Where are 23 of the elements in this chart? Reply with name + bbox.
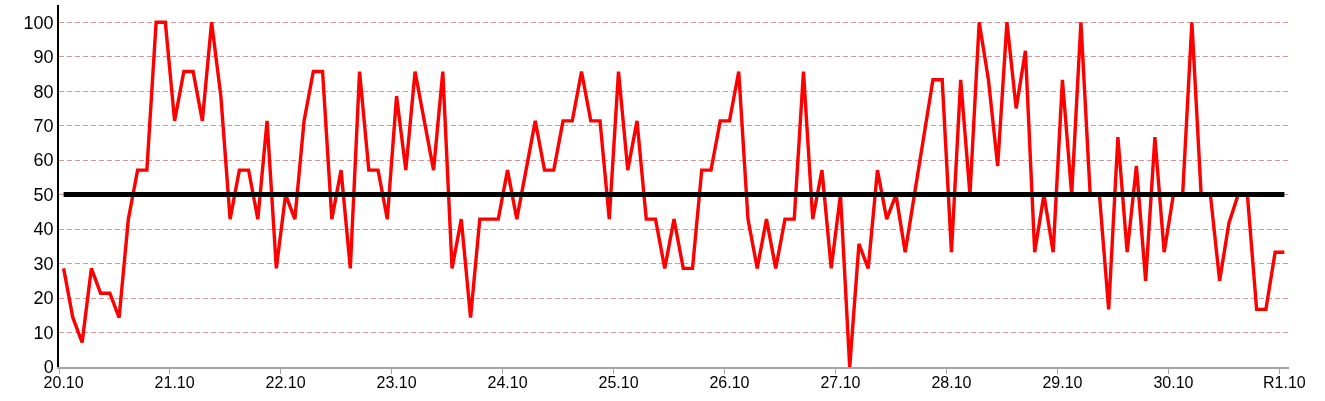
y-tick-label: 20 [33,288,54,309]
y-tick-label: 30 [33,253,54,274]
x-tick-label: 30.10 [1153,373,1194,391]
y-tick-label: 50 [33,184,54,205]
line-series [61,20,1287,367]
x-tick-label: 25.10 [598,373,639,391]
y-tick-label: 100 [23,12,54,33]
x-tick-label: 27.10 [820,373,861,391]
x-tick-label: 20.10 [43,373,84,391]
y-tick-label: 40 [33,219,54,240]
x-tick-label: 23.10 [376,373,417,391]
x-tick-label: 22.10 [265,373,306,391]
x-tick-label: 21.10 [154,373,195,391]
y-tick-label: 80 [33,81,54,102]
y-tick-label: 70 [33,115,54,136]
x-tick-label: 26.10 [709,373,750,391]
y-tick-label: 90 [33,47,54,68]
x-tick-label: R1.10 [1263,373,1306,391]
x-tick-label: 24.10 [487,373,528,391]
x-tick-label: 29.10 [1042,373,1083,391]
y-tick-label: 60 [33,150,54,171]
y-tick-label: 10 [33,322,54,343]
x-tick-label: 28.10 [931,373,972,391]
